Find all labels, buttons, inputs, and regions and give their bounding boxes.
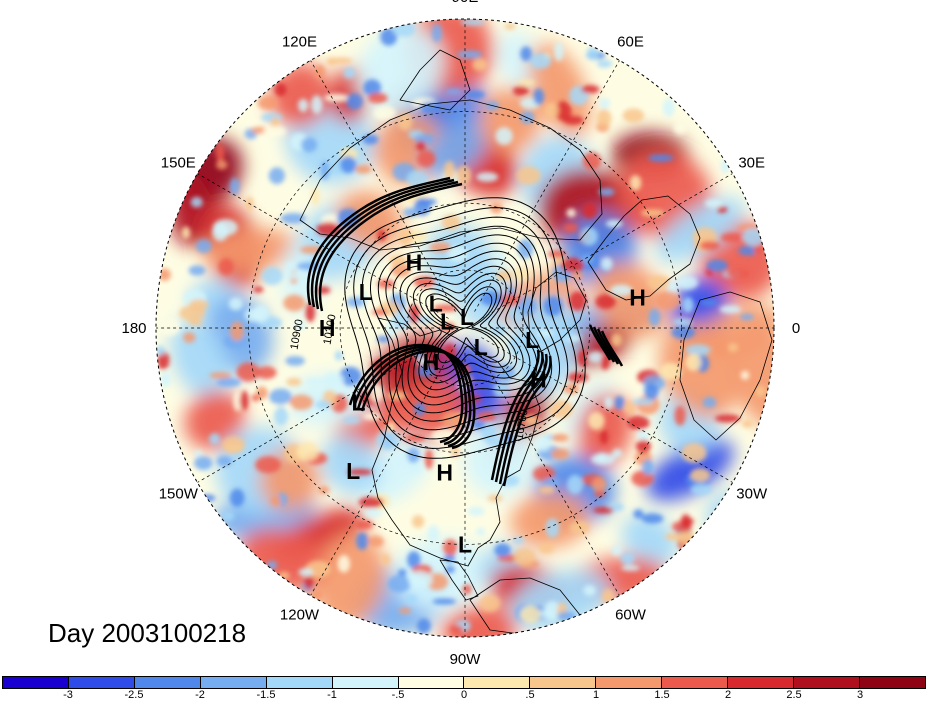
colorbar-segment [68,677,135,688]
colorbar-labels: -3 -2.5 -2 -1.5 -1 -.5 0 .5 1 1.5 2 2.5 3 [2,689,926,702]
low-pressure-label: L [440,309,454,335]
colorbar-segment [794,677,860,688]
coast-europe [587,195,701,301]
colorbar-tick-label: -2 [195,689,205,701]
longitude-label: 150E [161,155,196,172]
contour-value-label: 10300 [321,313,338,345]
meridian [310,60,456,312]
latitude-circle [339,202,591,454]
longitude-label: 60E [617,33,644,50]
anomaly-shading [156,19,774,637]
latitude-circle [406,269,524,387]
high-pressure-label: H [319,315,336,341]
colorbar [2,676,926,689]
longitude-label: 0 [792,320,800,337]
coast-asia [299,99,603,251]
meridian [474,344,620,596]
coast-africa [679,291,773,441]
coast-greenland [527,271,587,353]
colorbar-segment [3,677,69,688]
meridian [474,60,620,312]
coast-central-america [439,559,479,601]
low-pressure-label: L [429,291,443,317]
height-contour-12 [425,286,505,370]
colorbar-segment [662,677,729,688]
colorbar-tick-label: -.5 [391,689,405,701]
meridian [481,173,733,319]
coast-north-america [371,317,541,567]
low-pressure-label: L [458,531,472,557]
colorbar-tick-label: -3 [63,689,73,701]
height-contour-1 [344,197,586,459]
colorbar-segment [200,677,267,688]
longitude-label: 90W [450,651,482,668]
colorbar-segment [464,677,531,688]
low-pressure-label: L [474,334,488,360]
longitude-label: 90E [452,0,479,6]
colorbar-tick-label: .5 [525,689,535,701]
colorbar-segment [596,677,663,688]
colorbar-segment [332,677,399,688]
longitude-label: 120W [280,607,320,624]
longitude-label: 30W [736,486,768,503]
colorbar-tick-label: 2 [724,689,732,701]
lat-lon-grid [156,19,774,637]
longitude-label: 60W [615,607,647,624]
colorbar-tick-label: -1 [327,689,337,701]
colorbar-tick-label: 1.5 [654,689,670,701]
high-pressure-label: H [423,349,440,375]
latitude-circle [248,111,682,545]
high-pressure-label: H [629,285,646,311]
colorbar-segment [859,677,925,688]
colorbar-segment [398,677,465,688]
longitude-label: 180 [121,320,146,337]
low-pressure-label: L [346,458,360,484]
date-title: Day 2003100218 [48,618,247,648]
colorbar-segment [134,677,201,688]
contour-value-label: 10700 [513,408,530,440]
colorbar-segment [530,677,597,688]
high-pressure-label: H [530,366,547,392]
colorbar-tick-label: -1.5 [256,689,276,701]
height-contour-5 [377,234,553,422]
longitude-labels: 90E 60E 30E 0 30W 60W 90W 120W 150W 180 150E 120E [121,0,800,668]
meridian [197,173,449,319]
high-pressure-label: H [436,460,453,486]
longitude-label: 150W [159,486,199,503]
colorbar-tick-label: 2.5 [786,689,802,701]
coast-india [399,49,471,111]
high-pressure-label: H [406,250,423,276]
colorbar-tick-label: 3 [856,689,864,701]
coastlines [299,49,773,635]
meridian [310,344,456,596]
colorbar-tick-label: 1 [592,689,600,701]
low-pressure-label: L [525,327,539,353]
colorbar-tick-label: 0 [460,689,468,701]
colorbar-segment [266,677,333,688]
colorbar-segment [728,677,795,688]
low-pressure-label: L [351,390,365,416]
colorbar-tick-label: -2.5 [124,689,144,701]
meridian [481,337,733,483]
low-pressure-label: L [359,279,373,305]
meridian [197,337,449,483]
map-border [155,18,775,638]
longitude-label: 120E [282,33,317,50]
longitude-label: 30E [738,155,765,172]
low-pressure-label: L [460,304,474,330]
contour-value-label: 10900 [288,318,305,350]
contour-labels: 10900 10300 10700 [288,313,530,440]
